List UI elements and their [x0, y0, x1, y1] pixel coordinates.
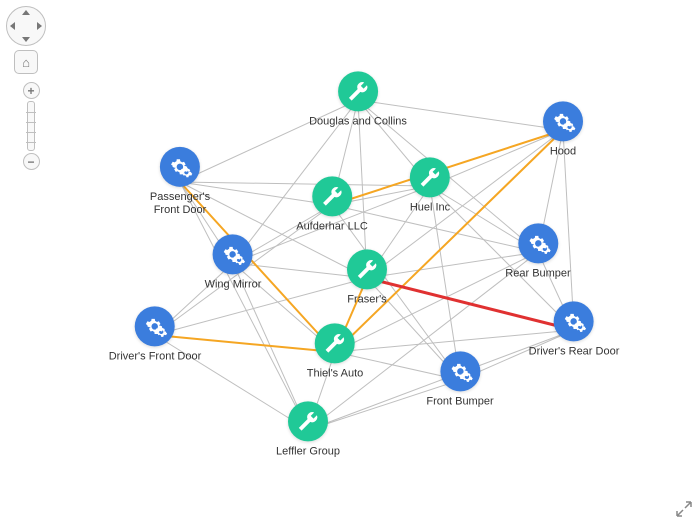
- nav-controls: ⌂ + −: [6, 6, 46, 170]
- node-label: Driver's Front Door: [109, 350, 202, 363]
- node-passenger_fd[interactable]: Passenger's Front Door: [150, 147, 210, 217]
- node-douglas[interactable]: Douglas and Collins: [309, 71, 407, 128]
- zoom-slider[interactable]: [27, 101, 35, 151]
- node-label: Leffler Group: [276, 445, 340, 458]
- node-label: Driver's Rear Door: [529, 345, 620, 358]
- zoom-out-button[interactable]: −: [23, 153, 40, 170]
- home-button[interactable]: ⌂: [14, 50, 38, 74]
- graph-canvas[interactable]: Douglas and Collins Hood Passenger's Fro…: [0, 0, 700, 525]
- gear-icon: [518, 223, 558, 263]
- gear-icon: [554, 301, 594, 341]
- node-frasers[interactable]: Fraser's: [347, 249, 387, 306]
- wrench-icon: [312, 176, 352, 216]
- gear-icon: [135, 306, 175, 346]
- expand-icon: [676, 501, 692, 517]
- node-label: Thiel's Auto: [307, 367, 364, 380]
- gear-icon: [213, 234, 253, 274]
- node-driver_rd[interactable]: Driver's Rear Door: [529, 301, 620, 358]
- node-label: Rear Bumper: [505, 267, 570, 280]
- gear-icon: [543, 101, 583, 141]
- zoom-in-button[interactable]: +: [23, 82, 40, 99]
- node-hood[interactable]: Hood: [543, 101, 583, 158]
- node-label: Fraser's: [347, 293, 386, 306]
- node-label: Huel Inc: [410, 201, 450, 214]
- pan-left-icon[interactable]: [10, 22, 15, 30]
- node-driver_fd[interactable]: Driver's Front Door: [109, 306, 202, 363]
- node-label: Aufderhar LLC: [296, 220, 368, 233]
- fullscreen-button[interactable]: [676, 501, 692, 517]
- node-aufderhar[interactable]: Aufderhar LLC: [296, 176, 368, 233]
- wrench-icon: [347, 249, 387, 289]
- pan-down-icon[interactable]: [22, 37, 30, 42]
- wrench-icon: [338, 71, 378, 111]
- pan-up-icon[interactable]: [22, 10, 30, 15]
- node-huel[interactable]: Huel Inc: [410, 157, 450, 214]
- node-thiels[interactable]: Thiel's Auto: [307, 323, 364, 380]
- node-label: Front Bumper: [426, 395, 493, 408]
- gear-icon: [440, 351, 480, 391]
- node-layer: Douglas and Collins Hood Passenger's Fro…: [0, 0, 700, 525]
- node-label: Passenger's Front Door: [150, 191, 210, 217]
- wrench-icon: [315, 323, 355, 363]
- gear-icon: [160, 147, 200, 187]
- node-label: Wing Mirror: [205, 278, 262, 291]
- home-icon: ⌂: [22, 55, 30, 70]
- node-label: Hood: [550, 145, 576, 158]
- wrench-icon: [288, 401, 328, 441]
- wrench-icon: [410, 157, 450, 197]
- node-label: Douglas and Collins: [309, 115, 407, 128]
- node-front_bumper[interactable]: Front Bumper: [426, 351, 493, 408]
- node-wing_mirror[interactable]: Wing Mirror: [205, 234, 262, 291]
- node-rear_bumper[interactable]: Rear Bumper: [505, 223, 570, 280]
- minus-icon: −: [27, 156, 34, 168]
- pan-right-icon[interactable]: [37, 22, 42, 30]
- node-leffler[interactable]: Leffler Group: [276, 401, 340, 458]
- pan-wheel[interactable]: [6, 6, 46, 46]
- zoom-control: + −: [16, 82, 46, 170]
- plus-icon: +: [27, 85, 34, 97]
